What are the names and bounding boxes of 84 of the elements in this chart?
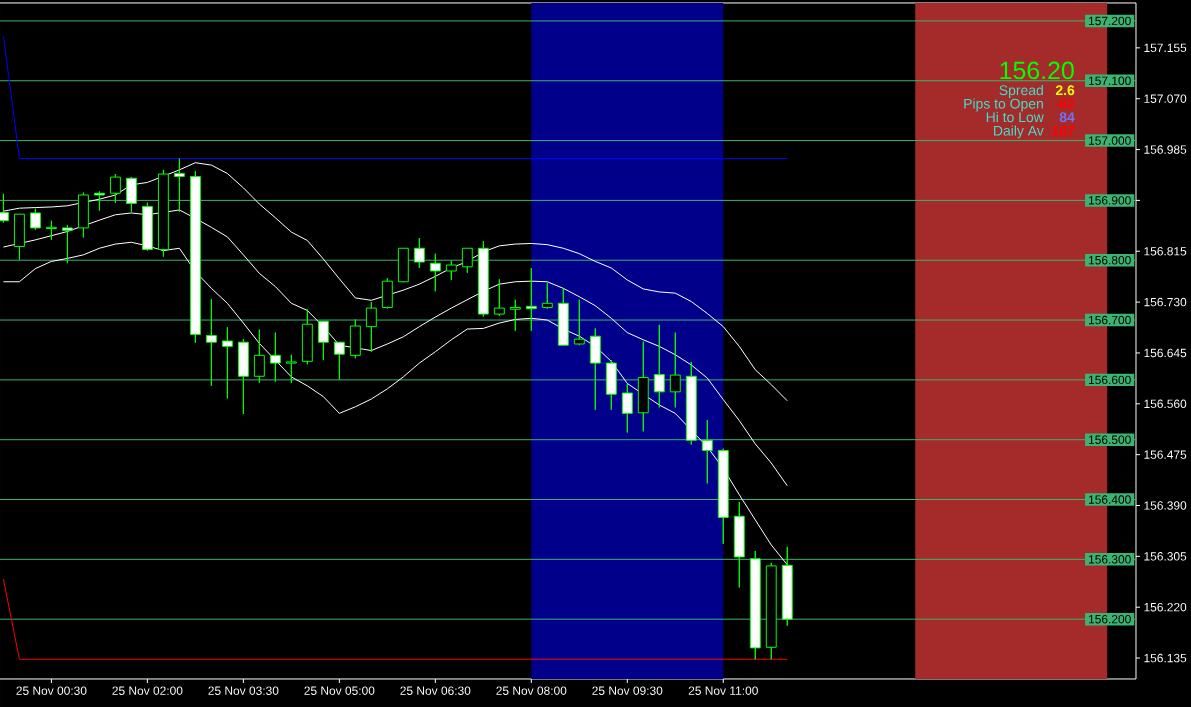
candlestick — [381, 277, 393, 310]
candlestick — [429, 253, 441, 292]
candlestick — [445, 260, 457, 281]
candlestick — [669, 332, 681, 408]
candlestick — [573, 299, 585, 346]
line-series — [2, 162, 788, 402]
candlestick — [701, 419, 713, 484]
candlestick — [221, 326, 233, 399]
y-tick-label: 156.815 — [1144, 247, 1187, 256]
annotation: 107 — [1052, 125, 1075, 136]
candlestick — [109, 173, 121, 204]
x-tick-label: 25 Nov 03:30 — [208, 686, 279, 695]
y-tick-label: 157.155 — [1144, 43, 1187, 53]
y-tick-label: 156.475 — [1144, 450, 1187, 459]
ref-line-label: 156.400 — [1088, 495, 1131, 504]
y-tick-label: 156.305 — [1144, 552, 1187, 561]
candlestick — [77, 192, 89, 238]
candlestick — [605, 359, 617, 411]
candlestick — [589, 327, 601, 411]
annotation: Spread — [999, 84, 1043, 98]
x-tick-label: 25 Nov 09:30 — [592, 686, 663, 695]
candlestick — [765, 562, 777, 660]
y-tick-label: 156.135 — [1144, 653, 1187, 663]
annotation: 84 — [1059, 112, 1075, 123]
x-tick-label: 25 Nov 05:00 — [304, 686, 375, 695]
y-tick-label: 156.645 — [1144, 348, 1187, 358]
x-tick-label: 25 Nov 00:30 — [16, 686, 87, 695]
candlestick — [205, 298, 217, 387]
candlestick — [333, 341, 345, 381]
candlestick — [717, 448, 729, 545]
x-tick-label: 25 Nov 11:00 — [688, 686, 758, 695]
annotation: 2.6 — [1055, 85, 1075, 96]
candlestick — [317, 320, 329, 361]
ref-line-label: 156.800 — [1088, 255, 1131, 265]
y-tick-label: 156.390 — [1144, 501, 1187, 510]
candlestick — [749, 550, 761, 660]
candlestick — [557, 287, 569, 346]
candlestick — [285, 354, 297, 384]
y-tick-label: 156.220 — [1144, 602, 1187, 612]
candlestick — [733, 501, 745, 588]
candlestick — [461, 247, 473, 274]
candlestick — [653, 324, 665, 408]
x-tick-label: 25 Nov 08:00 — [496, 686, 567, 695]
x-tick-label: 25 Nov 02:00 — [112, 686, 183, 695]
candlestick — [237, 338, 249, 415]
ref-line-label: 156.500 — [1088, 435, 1131, 444]
ref-line-label: 156.200 — [1088, 614, 1131, 624]
candlestick — [349, 318, 361, 359]
candlestick — [365, 301, 377, 353]
candlestick — [509, 299, 521, 332]
candlestick — [621, 383, 633, 434]
ref-line-label: 156.300 — [1088, 555, 1131, 564]
annotation: Daily Av — [994, 125, 1044, 139]
candlestick — [301, 308, 313, 365]
annotation: -62 — [1055, 98, 1075, 109]
candlestick — [157, 169, 169, 258]
ref-line-label: 157.000 — [1088, 136, 1131, 145]
ref-line-label: 156.700 — [1088, 315, 1131, 325]
annotation: 156.20 — [1000, 61, 1074, 80]
candlestick — [397, 247, 409, 283]
ref-line-label: 157.200 — [1088, 16, 1131, 26]
candlestick — [413, 237, 425, 269]
y-tick-label: 156.985 — [1144, 145, 1187, 154]
annotation: Pips to Open — [964, 98, 1043, 112]
candlestick — [477, 240, 489, 317]
ref-line-label: 156.900 — [1088, 196, 1131, 205]
y-tick-label: 156.730 — [1144, 297, 1187, 307]
ref-line-label: 156.600 — [1088, 375, 1131, 385]
candlestick — [29, 208, 41, 231]
candlestick — [493, 278, 505, 317]
y-tick-label: 157.070 — [1144, 94, 1187, 103]
annotation: Hi to Low — [986, 111, 1044, 123]
candlestick — [541, 282, 553, 310]
candlestick — [253, 329, 265, 384]
candlestick — [525, 267, 537, 332]
candlestick — [45, 220, 57, 241]
ref-line-label: 157.100 — [1088, 76, 1131, 85]
candlestick — [685, 361, 697, 445]
candlestick — [13, 213, 25, 261]
candlestick — [93, 190, 105, 212]
candlestick — [637, 341, 649, 432]
x-tick-label: 25 Nov 06:30 — [400, 686, 471, 695]
candlestick — [269, 332, 281, 383]
y-tick-label: 156.560 — [1144, 399, 1187, 409]
